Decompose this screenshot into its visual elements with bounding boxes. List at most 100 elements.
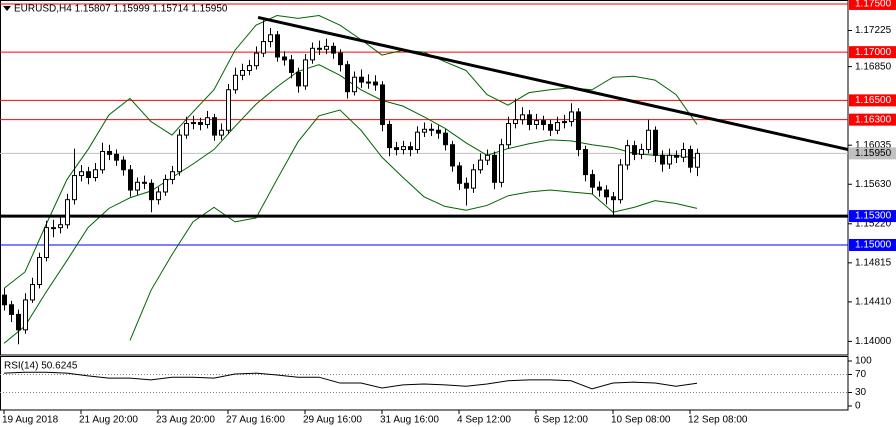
- candle-body: [429, 128, 434, 131]
- y-tick-label: 1.15220: [855, 218, 892, 229]
- candle-body: [422, 128, 427, 133]
- candle-body: [674, 154, 679, 158]
- rsi-tick-label: 0: [855, 401, 861, 412]
- candle-body: [261, 41, 266, 54]
- candle-body: [541, 120, 546, 125]
- y-tick-label: 1.14410: [855, 297, 892, 308]
- candle-body: [492, 154, 497, 183]
- x-tick-label: 10 Sep 08:00: [611, 415, 671, 426]
- candle-body: [660, 154, 665, 165]
- candle-body: [639, 149, 644, 155]
- candle-body: [632, 145, 637, 155]
- candle-body: [100, 150, 105, 171]
- candle-body: [520, 114, 525, 121]
- candle-body: [590, 174, 595, 188]
- candle-body: [506, 123, 511, 146]
- main-frame: [0, 0, 849, 356]
- level-label: 1.17500: [855, 0, 892, 10]
- candle-body: [380, 84, 385, 125]
- candle-body: [317, 47, 322, 50]
- candle-body: [583, 149, 588, 176]
- candle-body: [2, 294, 7, 306]
- candle-body: [177, 134, 182, 173]
- level-label: 1.16300: [855, 114, 892, 125]
- candle-body: [247, 65, 252, 71]
- candle-body: [359, 76, 364, 83]
- candle-body: [611, 196, 616, 201]
- candle-body: [149, 182, 154, 201]
- candle-body: [128, 169, 133, 191]
- candle-body: [44, 227, 49, 259]
- x-tick-label: 4 Sep 12:00: [457, 415, 511, 426]
- candle-body: [9, 304, 14, 315]
- candle-body: [16, 313, 21, 331]
- candle-body: [233, 74, 238, 91]
- candle-body: [275, 34, 280, 58]
- chart-title: EURUSD,H4 1.15807 1.15999 1.15714 1.1595…: [14, 4, 228, 15]
- candle-body: [436, 129, 441, 134]
- candle-body: [646, 129, 651, 151]
- candle-body: [681, 149, 686, 158]
- candle-body: [499, 144, 504, 183]
- candle-body: [373, 81, 378, 86]
- candle-body: [695, 152, 700, 168]
- level-label: 1.15950: [855, 148, 892, 159]
- y-tick-label: 1.16035: [855, 140, 892, 151]
- rsi-plot: [0, 371, 848, 393]
- level-label: 1.16500: [855, 95, 892, 106]
- candle-body: [394, 147, 399, 151]
- y-tick-label: 1.16850: [855, 61, 892, 72]
- candle-body: [65, 199, 70, 226]
- candle-body: [471, 169, 476, 189]
- candle-body: [387, 123, 392, 149]
- candle-body: [338, 52, 343, 66]
- candle-body: [212, 117, 217, 136]
- candle-body: [170, 171, 175, 180]
- candle-body: [163, 178, 168, 193]
- candle-body: [114, 153, 119, 161]
- candle-body: [653, 129, 658, 156]
- candle-body: [79, 171, 84, 177]
- candle-body: [219, 129, 224, 136]
- candle-body: [534, 120, 539, 125]
- y-tick-label: 1.14815: [855, 257, 892, 268]
- candle-body: [72, 175, 77, 201]
- x-tick-label: 27 Aug 16:00: [226, 415, 285, 426]
- level-label: 1.15000: [855, 240, 892, 251]
- level-label-box: [849, 238, 896, 251]
- x-tick-label: 23 Aug 20:00: [156, 415, 215, 426]
- candle-body: [464, 182, 469, 189]
- candle-body: [513, 119, 518, 125]
- candle-body: [555, 122, 560, 131]
- level-label: 1.17000: [855, 47, 892, 58]
- candle-body: [191, 122, 196, 125]
- candle-body: [86, 171, 91, 179]
- candle-body: [268, 34, 273, 43]
- rsi-tick-label: 70: [855, 369, 867, 380]
- y-tick-label: 1.17225: [855, 25, 892, 36]
- candle-body: [457, 165, 462, 184]
- rsi-title: RSI(14) 50.6245: [4, 361, 78, 372]
- y-tick-label: 1.15630: [855, 179, 892, 190]
- x-tick-label: 6 Sep 12:00: [534, 415, 588, 426]
- candle-body: [331, 45, 336, 54]
- candle-body: [142, 181, 147, 184]
- x-tick-label: 31 Aug 16:00: [380, 415, 439, 426]
- candle-body: [121, 159, 126, 171]
- candle-body: [604, 189, 609, 198]
- rsi-tick-label: 100: [855, 356, 872, 367]
- y-tick-label: 1.14000: [855, 336, 892, 347]
- candle-body: [562, 121, 567, 124]
- trend-line: [257, 15, 848, 152]
- x-tick-label: 29 Aug 16:00: [303, 415, 362, 426]
- candle-body: [240, 69, 245, 76]
- candle-body: [415, 131, 420, 151]
- candle-body: [310, 47, 315, 61]
- candle-body: [30, 284, 35, 301]
- candle-body: [289, 59, 294, 73]
- candle-body: [688, 149, 693, 168]
- rsi-tick-label: 30: [855, 387, 867, 398]
- candle-body: [23, 299, 28, 331]
- x-tick-label: 19 Aug 2018: [2, 415, 59, 426]
